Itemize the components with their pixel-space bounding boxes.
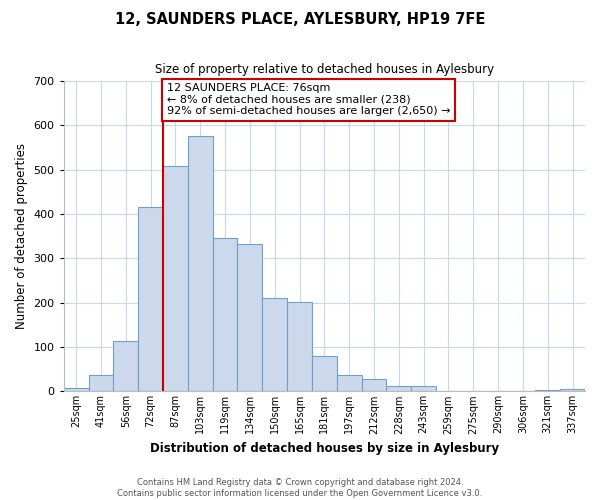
Bar bbox=[188, 136, 212, 392]
Bar bbox=[560, 388, 585, 392]
Title: Size of property relative to detached houses in Aylesbury: Size of property relative to detached ho… bbox=[155, 62, 494, 76]
Bar bbox=[362, 380, 386, 392]
Bar bbox=[113, 342, 138, 392]
Bar bbox=[386, 386, 411, 392]
Bar bbox=[262, 298, 287, 392]
Bar bbox=[64, 388, 89, 392]
Bar bbox=[238, 244, 262, 392]
Bar bbox=[287, 302, 312, 392]
Bar bbox=[535, 390, 560, 392]
Text: Contains HM Land Registry data © Crown copyright and database right 2024.
Contai: Contains HM Land Registry data © Crown c… bbox=[118, 478, 482, 498]
Bar bbox=[163, 166, 188, 392]
X-axis label: Distribution of detached houses by size in Aylesbury: Distribution of detached houses by size … bbox=[150, 442, 499, 455]
Bar bbox=[337, 375, 362, 392]
Bar bbox=[312, 356, 337, 392]
Text: 12, SAUNDERS PLACE, AYLESBURY, HP19 7FE: 12, SAUNDERS PLACE, AYLESBURY, HP19 7FE bbox=[115, 12, 485, 28]
Y-axis label: Number of detached properties: Number of detached properties bbox=[15, 143, 28, 329]
Bar bbox=[212, 238, 238, 392]
Bar bbox=[89, 374, 113, 392]
Text: 12 SAUNDERS PLACE: 76sqm
← 8% of detached houses are smaller (238)
92% of semi-d: 12 SAUNDERS PLACE: 76sqm ← 8% of detache… bbox=[167, 83, 450, 116]
Bar bbox=[138, 208, 163, 392]
Bar bbox=[411, 386, 436, 392]
